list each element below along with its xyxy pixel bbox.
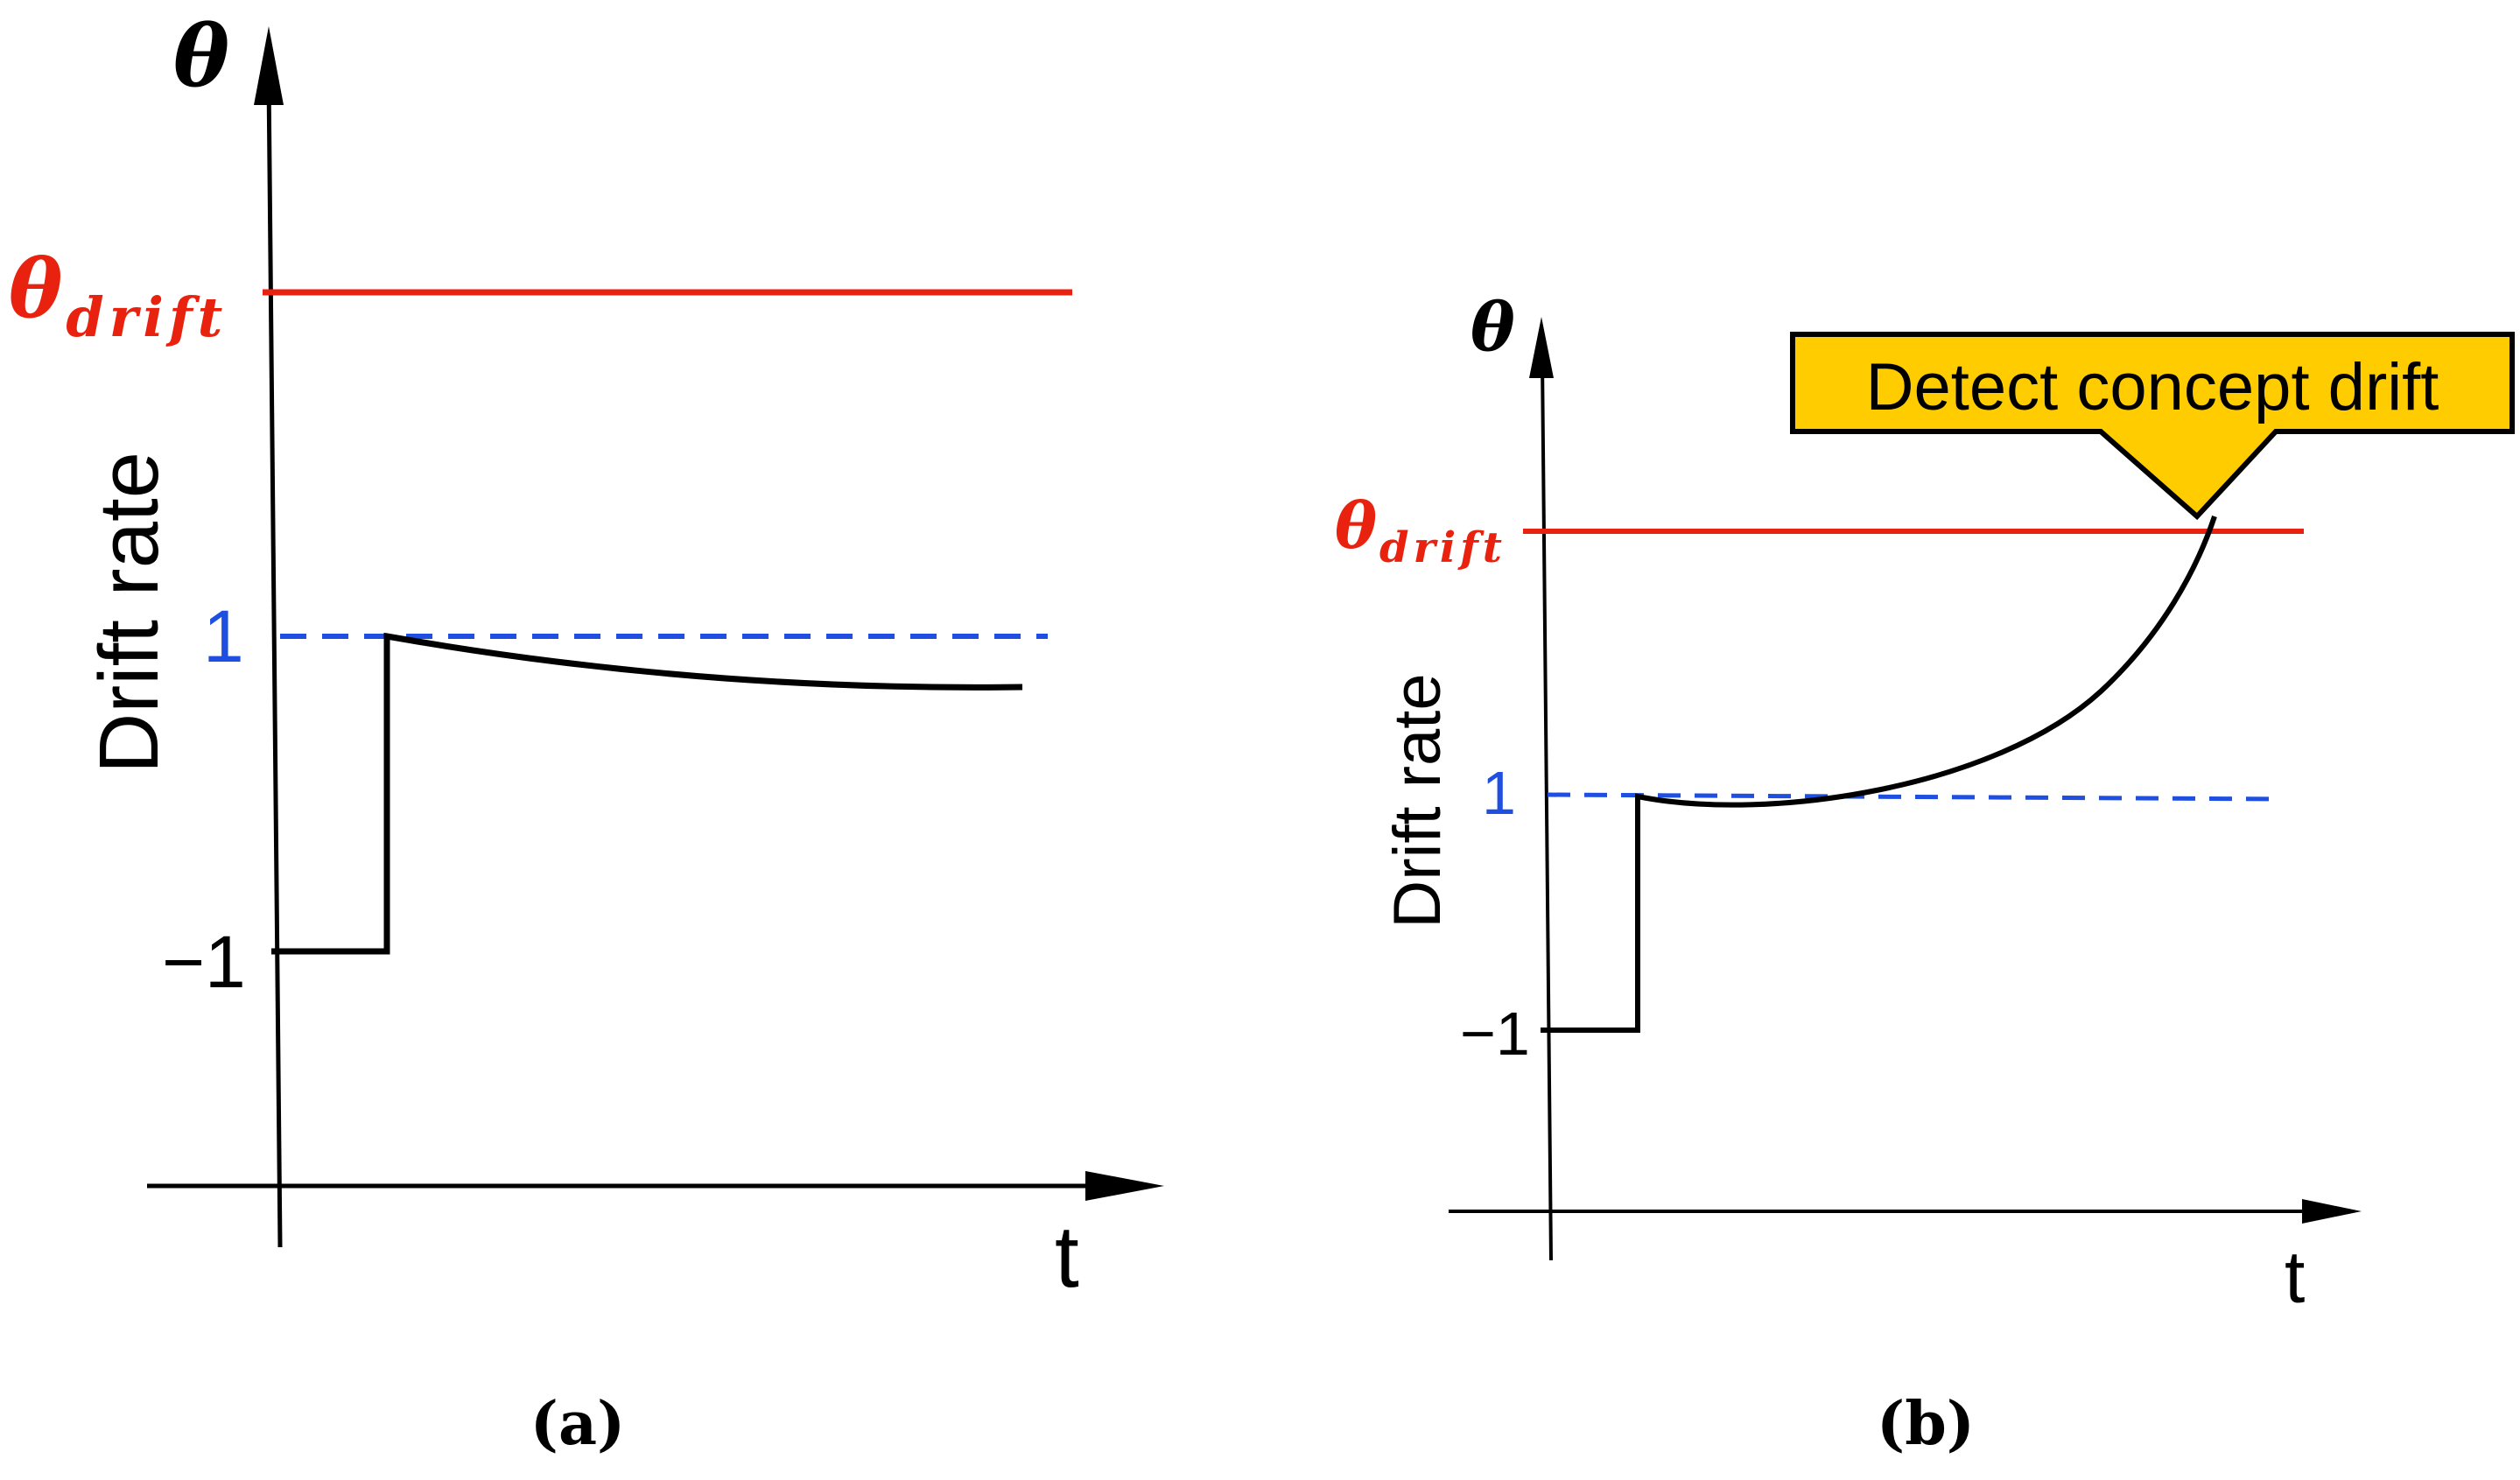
panel-b-callout: Detect concept drift xyxy=(1790,332,2515,521)
panel-b-x-arrowhead xyxy=(2302,1199,2362,1224)
panel-b-caption: (b) xyxy=(1877,1389,1975,1459)
panel-a-caption: (a) xyxy=(530,1389,625,1459)
panel-a: θ θdrift Drift rate 1 −1 t (a) xyxy=(9,7,1164,1459)
panel-a-x-arrowhead xyxy=(1085,1171,1164,1201)
panel-a-y-axis xyxy=(266,78,283,1248)
panel-a-theta-drift-symbol: θ xyxy=(9,242,62,336)
panel-a-theta-label: θ xyxy=(173,7,229,106)
panel-a-tick-minus-one: −1 xyxy=(162,921,246,1003)
panel-a-drift-curve xyxy=(271,632,1023,955)
panel-b-tick-minus-one: −1 xyxy=(1460,1000,1530,1068)
panel-b-tick-one: 1 xyxy=(1482,759,1516,827)
panel-b-y-axis xyxy=(1541,358,1553,1261)
panel-b-drift-curve xyxy=(1541,516,2217,1033)
panel-b-theta-drift-subscript: drift xyxy=(1379,523,1506,572)
panel-b-callout-text: Detect concept drift xyxy=(1866,350,2439,424)
panel-a-tick-one: 1 xyxy=(203,595,244,677)
panel-a-y-arrowhead xyxy=(254,26,284,105)
panel-b-theta-label: θ xyxy=(1471,288,1515,366)
panel-b-theta-drift-symbol: θ xyxy=(1335,488,1377,563)
panel-b-x-axis-label: t xyxy=(2285,1236,2305,1318)
panel-b: Detect concept drift θ θdrift Drift rate… xyxy=(1335,288,2515,1459)
panel-b-unit-line xyxy=(1547,792,2280,802)
panel-b-callout-shape xyxy=(1790,332,2515,521)
panel-b-theta-drift-label: θdrift xyxy=(1335,488,1506,572)
panel-a-theta-drift-label: θdrift xyxy=(9,242,228,349)
panel-a-theta-drift-subscript: drift xyxy=(66,285,228,349)
panel-b-y-axis-label: Drift rate xyxy=(1380,673,1455,928)
panel-a-y-axis-label: Drift rate xyxy=(82,452,176,774)
panel-a-x-axis-label: t xyxy=(1055,1208,1079,1306)
panel-b-y-arrowhead xyxy=(1529,317,1554,378)
